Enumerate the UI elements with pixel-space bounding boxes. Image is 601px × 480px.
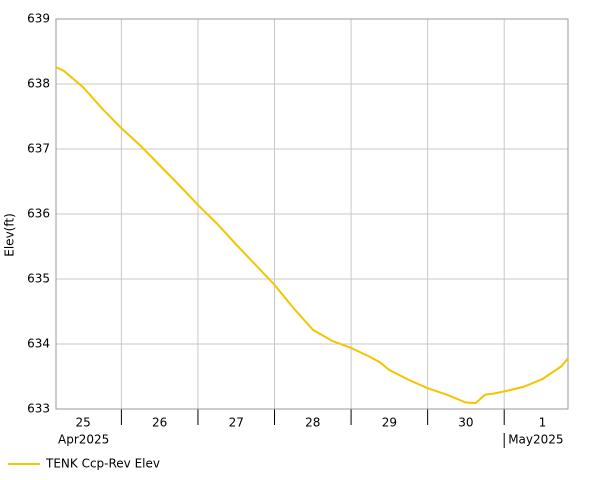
month-label: May2025 [508, 433, 563, 447]
y-tick-label: 639 [27, 12, 50, 26]
plot-frame [55, 18, 569, 410]
y-tick-label: 634 [27, 337, 50, 351]
data-line [55, 66, 569, 405]
y-tick-label: 637 [27, 142, 50, 156]
x-tick-label: 25 [75, 416, 90, 430]
x-tick-label: 28 [305, 416, 320, 430]
y-axis-label: Elev(ft) [3, 213, 17, 256]
y-tick-label: 636 [27, 207, 50, 221]
month-label: Apr2025 [58, 433, 109, 447]
x-tick-label: 29 [382, 416, 397, 430]
x-tick-label: 30 [458, 416, 473, 430]
x-tick-label: 1 [539, 416, 547, 430]
y-tick-label: 635 [27, 272, 50, 286]
y-tick-label: 633 [27, 402, 50, 416]
legend-label: TENK Ccp-Rev Elev [45, 457, 160, 471]
y-tick-label: 638 [27, 77, 50, 91]
x-tick-label: 26 [152, 416, 167, 430]
x-tick-label: 27 [229, 416, 244, 430]
